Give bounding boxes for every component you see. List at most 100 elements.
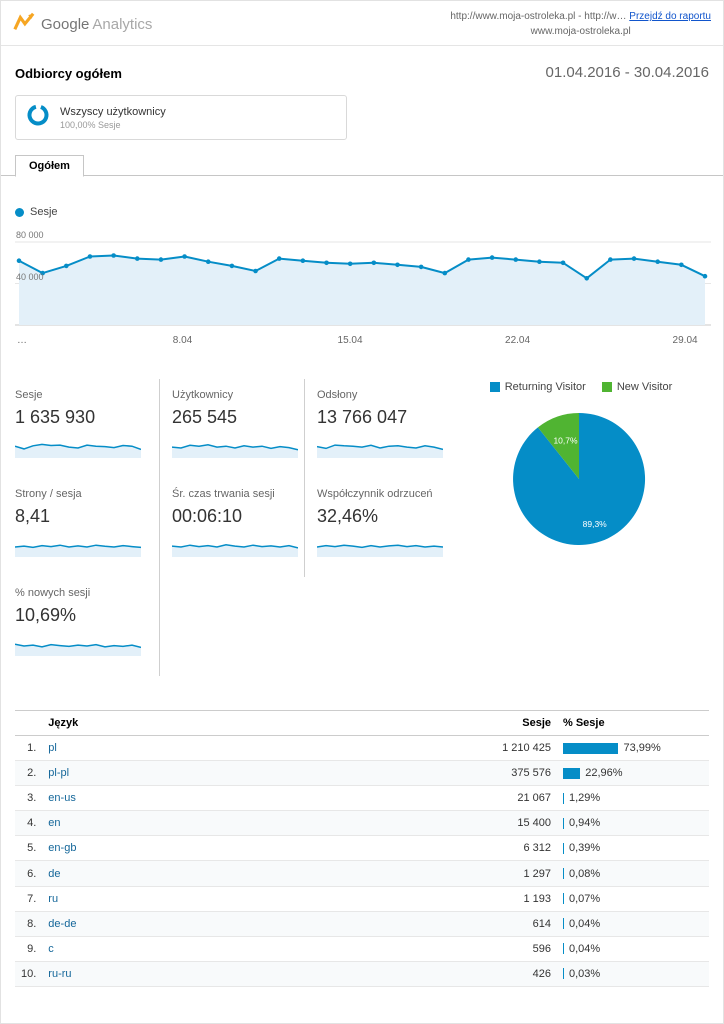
go-to-report-link[interactable]: Przejdź do raportu (629, 11, 711, 22)
pct-label: 0,94% (569, 817, 601, 830)
pct-bar (563, 868, 564, 880)
table-row: 10. ru-ru 426 0,03% (15, 961, 709, 987)
row-rank: 1. (15, 735, 43, 762)
analytics-logo-icon (13, 11, 35, 38)
row-rank: 7. (15, 886, 43, 912)
row-rank: 10. (15, 961, 43, 987)
row-rank: 5. (15, 835, 43, 862)
metric-card: Śr. czas trwania sesji 00:06:10 (160, 478, 305, 577)
metric-label: Sesje (15, 389, 43, 401)
pct-bar (563, 842, 564, 854)
tab-bar: Ogółem (1, 154, 723, 177)
pct-label: 73,99% (623, 742, 661, 755)
table-row: 4. en 15 400 0,94% (15, 810, 709, 837)
metric-value: 13 766 047 (317, 407, 408, 427)
row-language: en-us (42, 785, 437, 812)
x-axis-tick-label: 15.04 (337, 335, 363, 346)
pct-bar (563, 893, 564, 905)
table-row: 2. pl-pl 375 576 22,96% (15, 760, 709, 787)
row-sessions: 1 297 (437, 860, 557, 887)
legend-item-new: New Visitor (601, 381, 672, 393)
x-axis-tick-label: 8.04 (172, 335, 193, 346)
row-rank: 2. (15, 760, 43, 787)
site-name-text: www.moja-ostroleka.pl (530, 26, 631, 37)
row-pct-sessions: 73,99% (557, 735, 709, 762)
pie-legend: Returning Visitor New Visitor (489, 381, 672, 393)
series-dot-icon (15, 207, 24, 217)
language-link[interactable]: c (48, 942, 54, 955)
metric-card: Strony / sesja 8,41 (14, 478, 160, 577)
metric-label: Współczynnik odrzuceń (317, 488, 433, 500)
report-title-row: Odbiorcy ogółem 01.04.2016 - 30.04.2016 (1, 46, 723, 81)
language-link[interactable]: ru (48, 892, 59, 905)
page-title: Odbiorcy ogółem (15, 66, 122, 81)
language-header: Język (42, 710, 437, 736)
visitor-type-pie-chart: 89,3% 10,7% (513, 412, 646, 545)
metric-value: 10,69% (15, 605, 77, 625)
row-sessions: 614 (437, 911, 557, 937)
language-link[interactable]: en-us (48, 792, 76, 805)
legend-label-returning: Returning Visitor (504, 381, 586, 393)
x-axis-tick-label: 29.04 (672, 335, 698, 346)
table-row: 9. c 596 0,04% (15, 936, 709, 962)
language-link[interactable]: de-de (48, 917, 77, 930)
property-url-text: http://www.moja-ostroleka.pl - http://w… (450, 11, 627, 22)
language-link[interactable]: en-gb (48, 842, 77, 855)
metric-card: % nowych sesji 10,69% (14, 577, 160, 676)
sessions-chart-section: Sesje … 8.04 15.04 22.04 29.04 80 000 40 000 (1, 206, 723, 353)
legend-item-returning: Returning Visitor (489, 381, 586, 393)
language-table-section: Język Sesje % Sesje 1. pl 1 210 425 73,99% 2… (15, 710, 709, 987)
pct-label: 0,04% (569, 942, 601, 955)
metric-value: 265 545 (172, 407, 238, 427)
new-visitor-swatch-icon (601, 382, 612, 392)
row-language: ru-ru (42, 961, 437, 987)
metric-label: Użytkownicy (172, 389, 234, 401)
metric-sparkline (14, 643, 142, 656)
table-row: 5. en-gb 6 312 0,39% (15, 835, 709, 862)
language-link[interactable]: pl-pl (48, 767, 70, 780)
sessions-header: Sesje (437, 710, 557, 736)
language-link[interactable]: de (48, 867, 61, 880)
table-row: 1. pl 1 210 425 73,99% (15, 735, 709, 762)
metric-card: Sesje 1 635 930 (14, 379, 160, 478)
header-bar: Google Analytics http://www.moja-ostrolek… (1, 1, 723, 46)
header-account-info: http://www.moja-ostroleka.pl - http://w…… (450, 9, 711, 39)
pct-bar (563, 918, 564, 930)
y-axis-tick-label: 80 000 (16, 230, 44, 240)
language-link[interactable]: ru-ru (48, 967, 72, 980)
metric-label: % nowych sesji (15, 587, 91, 599)
pct-bar (563, 742, 619, 754)
metric-card: Odsłony 13 766 047 (305, 379, 453, 478)
rank-header (15, 710, 43, 736)
pct-label: 0,08% (569, 867, 601, 880)
table-row: 7. ru 1 193 0,07% (15, 886, 709, 912)
row-pct-sessions: 0,04% (557, 911, 709, 937)
metric-value: 8,41 (15, 506, 51, 526)
metric-card: Współczynnik odrzuceń 32,46% (305, 478, 453, 577)
pct-label: 0,07% (569, 892, 601, 905)
metric-sparkline (14, 544, 142, 557)
sessions-line-chart: … 8.04 15.04 22.04 29.04 80 000 40 000 (15, 230, 711, 353)
row-language: c (42, 936, 437, 962)
visitor-type-block: Returning Visitor New Visitor 89,3% 10,7% (453, 379, 709, 676)
row-rank: 9. (15, 936, 43, 962)
row-language: de-de (42, 911, 437, 937)
table-header-row: Język Sesje % Sesje (15, 710, 709, 736)
row-language: pl-pl (42, 760, 437, 787)
google-analytics-logo: Google Analytics (13, 9, 152, 38)
chart-legend: Sesje (15, 206, 709, 218)
row-sessions: 15 400 (437, 810, 557, 837)
tab-ogolem[interactable]: Ogółem (15, 155, 84, 177)
row-rank: 3. (15, 785, 43, 812)
row-sessions: 1 210 425 (437, 735, 557, 762)
row-pct-sessions: 0,03% (557, 961, 709, 987)
row-pct-sessions: 22,96% (557, 760, 709, 787)
segment-name: Wszyscy użytkownicy (60, 105, 166, 118)
row-pct-sessions: 0,39% (557, 835, 709, 862)
y-axis-tick-label: 40 000 (16, 271, 44, 282)
row-pct-sessions: 0,08% (557, 860, 709, 887)
row-rank: 8. (15, 911, 43, 937)
x-axis-labels: … 8.04 15.04 22.04 29.04 (15, 335, 709, 353)
language-link[interactable]: en (48, 817, 61, 830)
language-link[interactable]: pl (48, 742, 57, 755)
